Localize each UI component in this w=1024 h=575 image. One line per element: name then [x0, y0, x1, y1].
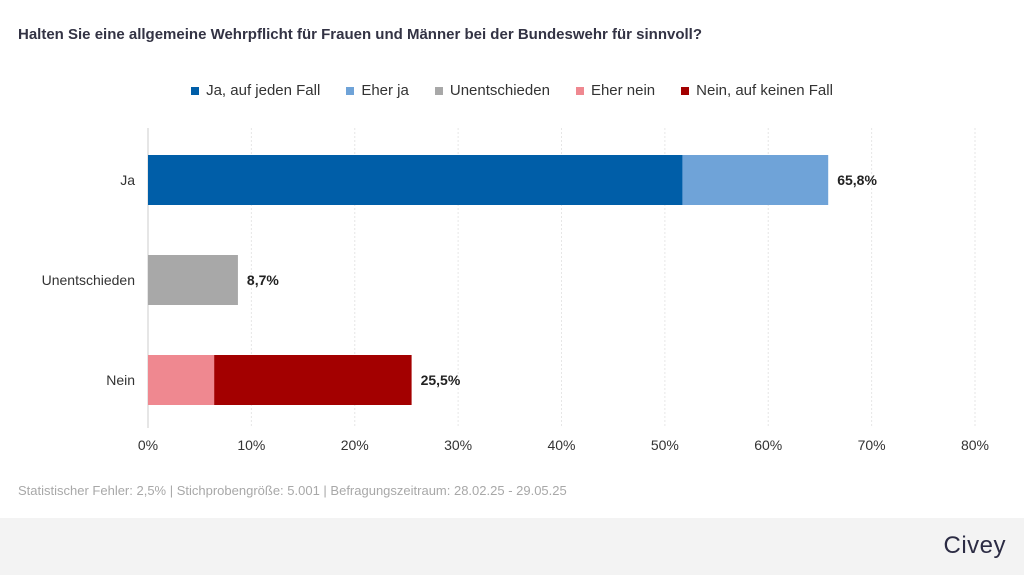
x-tick-label: 50%	[651, 437, 679, 453]
footnote: Statistischer Fehler: 2,5% | Stichproben…	[18, 483, 567, 498]
x-tick-label: 0%	[138, 437, 158, 453]
category-label: Ja	[120, 172, 135, 188]
legend: Ja, auf jeden Fall Eher ja Unentschieden…	[0, 82, 1024, 99]
legend-item-unentschieden[interactable]: Unentschieden	[434, 82, 550, 99]
bar-segment	[148, 355, 215, 405]
bar-segment	[148, 255, 238, 305]
footer: Civey	[0, 518, 1024, 575]
x-tick-label: 40%	[547, 437, 575, 453]
data-label: 65,8%	[837, 172, 877, 188]
x-tick-label: 10%	[237, 437, 265, 453]
x-tick-label: 80%	[961, 437, 989, 453]
legend-swatch	[346, 86, 355, 95]
category-label: Nein	[106, 372, 135, 388]
bar-segment	[682, 155, 829, 205]
legend-label: Eher nein	[590, 82, 656, 99]
legend-item-eher-ja[interactable]: Eher ja	[346, 82, 409, 99]
data-label: 8,7%	[247, 272, 279, 288]
legend-label: Ja, auf jeden Fall	[206, 82, 321, 99]
category-label: Unentschieden	[42, 272, 135, 288]
legend-label: Unentschieden	[449, 82, 550, 99]
bar-segment	[214, 355, 412, 405]
x-tick-label: 20%	[341, 437, 369, 453]
legend-swatch	[434, 86, 443, 95]
legend-item-nein-auf-keinen-fall[interactable]: Nein, auf keinen Fall	[681, 82, 833, 99]
x-tick-label: 60%	[754, 437, 782, 453]
legend-item-ja-auf-jeden-fall[interactable]: Ja, auf jeden Fall	[191, 82, 320, 99]
legend-label: Nein, auf keinen Fall	[696, 82, 833, 99]
x-tick-label: 30%	[444, 437, 472, 453]
data-label: 25,5%	[421, 372, 461, 388]
legend-swatch	[575, 86, 584, 95]
legend-swatch	[191, 86, 200, 95]
chart-title: Halten Sie eine allgemeine Wehrpflicht f…	[18, 26, 703, 43]
legend-swatch	[681, 86, 690, 95]
x-tick-label: 70%	[858, 437, 886, 453]
civey-logo: Civey	[943, 532, 1006, 559]
legend-item-eher-nein[interactable]: Eher nein	[575, 82, 656, 99]
legend-label: Eher ja	[361, 82, 409, 99]
bar-segment	[148, 155, 683, 205]
